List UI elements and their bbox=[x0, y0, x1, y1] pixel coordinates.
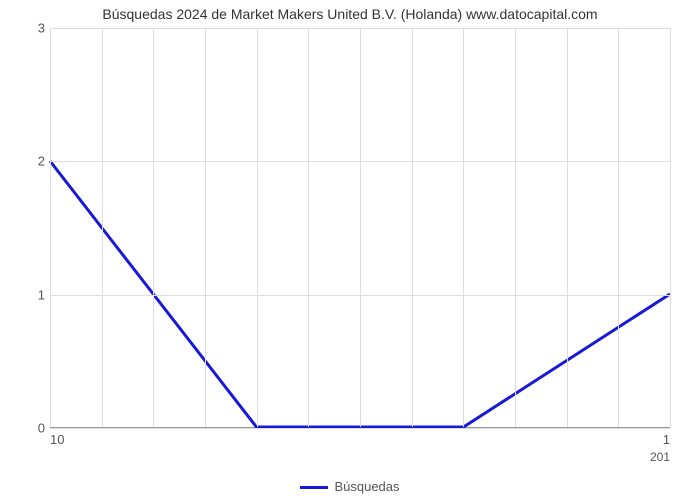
gridline-v bbox=[50, 28, 51, 427]
x-tick-lower-label: 10 bbox=[50, 432, 64, 447]
gridline-h bbox=[50, 28, 670, 29]
gridline-v bbox=[205, 28, 206, 427]
plot-area bbox=[50, 28, 670, 428]
chart-title: Búsquedas 2024 de Market Makers United B… bbox=[0, 6, 700, 22]
gridline-v bbox=[412, 28, 413, 427]
y-tick-label: 0 bbox=[5, 421, 45, 436]
legend-label: Búsquedas bbox=[334, 479, 399, 494]
gridline-h bbox=[50, 428, 670, 429]
x-tick-upper-label: 201 bbox=[650, 450, 670, 464]
gridline-h bbox=[50, 295, 670, 296]
legend: Búsquedas bbox=[0, 479, 700, 494]
gridline-v bbox=[360, 28, 361, 427]
gridline-v bbox=[670, 28, 671, 427]
gridline-v bbox=[567, 28, 568, 427]
gridline-v bbox=[153, 28, 154, 427]
legend-swatch bbox=[300, 486, 328, 489]
y-tick-label: 1 bbox=[5, 287, 45, 302]
gridline-v bbox=[257, 28, 258, 427]
gridline-v bbox=[308, 28, 309, 427]
gridline-h bbox=[50, 161, 670, 162]
gridline-v bbox=[463, 28, 464, 427]
y-tick-label: 3 bbox=[5, 21, 45, 36]
gridline-v bbox=[515, 28, 516, 427]
gridline-v bbox=[618, 28, 619, 427]
gridline-v bbox=[102, 28, 103, 427]
y-tick-label: 2 bbox=[5, 154, 45, 169]
x-tick-lower-label: 1 bbox=[663, 432, 670, 447]
